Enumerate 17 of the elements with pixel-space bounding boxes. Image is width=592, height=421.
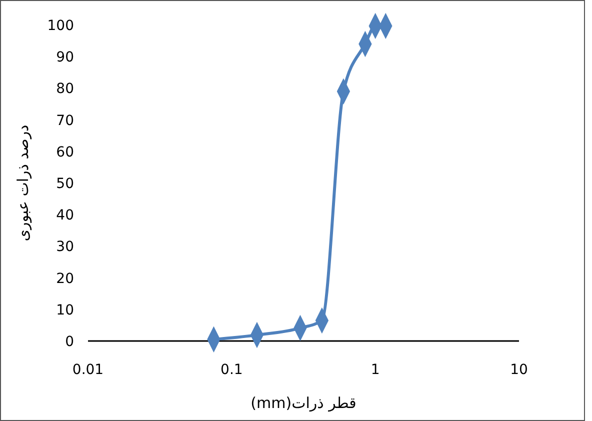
y-tick-label: 60 bbox=[56, 144, 74, 160]
x-tick-label: 0.1 bbox=[220, 362, 243, 378]
x-axis-title: قطر ذرات(mm) bbox=[250, 394, 356, 412]
y-tick-label: 40 bbox=[56, 208, 74, 224]
x-tick-label: 0.01 bbox=[72, 362, 104, 378]
y-tick-label: 50 bbox=[56, 176, 74, 192]
y-tick-label: 100 bbox=[47, 18, 74, 34]
y-tick-label: 70 bbox=[56, 112, 74, 129]
y-tick-label: 30 bbox=[56, 239, 74, 256]
x-tick-label: 1 bbox=[370, 362, 380, 378]
y-tick-label: 90 bbox=[56, 50, 74, 66]
y-axis-title: درصد ذرات عبوری bbox=[14, 124, 32, 242]
y-tick-label: 10 bbox=[56, 302, 74, 318]
y-tick-label: 20 bbox=[56, 270, 74, 287]
y-tick-label: 0 bbox=[65, 334, 74, 350]
y-tick-label: 80 bbox=[56, 81, 74, 98]
x-tick-label: 10 bbox=[510, 362, 528, 378]
